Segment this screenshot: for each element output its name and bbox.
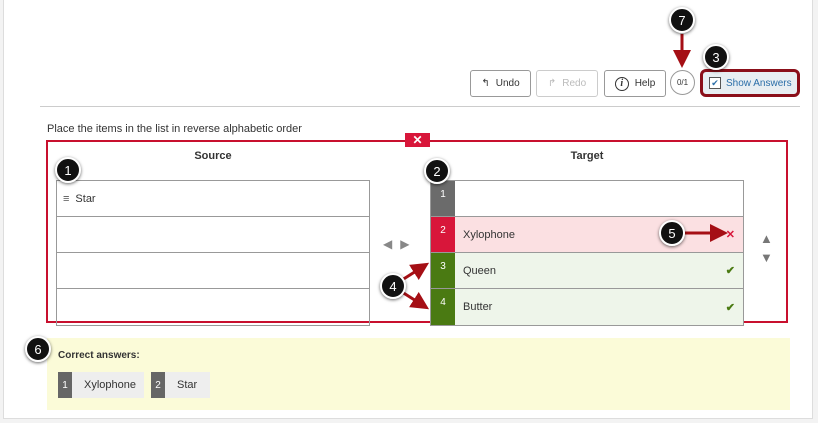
target-row[interactable]: 1 — [431, 181, 743, 217]
callout-3: 3 — [703, 44, 729, 70]
correct-answer-chip: 2 Star — [151, 372, 210, 398]
incorrect-indicator-icon: ✕ — [405, 133, 430, 147]
callout-7: 7 — [669, 7, 695, 33]
target-header: Target — [570, 150, 604, 162]
callout-6: 6 — [25, 336, 51, 362]
arrow-4b — [401, 290, 430, 310]
instruction-text: Place the items in the list in reverse a… — [47, 123, 302, 135]
correct-answer-chip: 1 Xylophone — [58, 372, 144, 398]
drag-handle-icon[interactable]: ≡ — [63, 192, 70, 205]
score-badge: 0/1 — [670, 70, 695, 95]
redo-icon: ↱ — [547, 78, 557, 89]
source-list: ≡ Star — [56, 180, 370, 326]
row-number: 2 — [431, 217, 455, 252]
row-number: 3 — [431, 253, 455, 288]
reorder-arrows: ▲ ▼ — [760, 229, 773, 267]
incorrect-icon: ✕ — [725, 229, 735, 241]
move-left-icon[interactable]: ◀ — [383, 237, 401, 251]
divider — [40, 106, 800, 107]
source-slot — [57, 217, 369, 253]
source-slot — [57, 253, 369, 289]
callout-2: 2 — [424, 158, 450, 184]
arrow-4a — [401, 262, 430, 282]
source-header: Source — [194, 150, 232, 162]
target-row-correct[interactable]: 4 Butter ✔ — [431, 289, 743, 325]
correct-icon: ✔ — [725, 265, 735, 277]
show-answers-toggle[interactable]: ✔ Show Answers — [700, 69, 800, 97]
move-up-icon[interactable]: ▲ — [760, 231, 773, 246]
callout-5: 5 — [659, 220, 685, 246]
checkbox-checked-icon[interactable]: ✔ — [709, 77, 721, 89]
move-arrows: ◀▶ — [383, 237, 417, 251]
move-right-icon[interactable]: ▶ — [400, 237, 418, 251]
info-icon: i — [614, 76, 629, 91]
callout-4: 4 — [380, 273, 406, 299]
callout-1: 1 — [55, 157, 81, 183]
redo-button[interactable]: ↱ Redo — [536, 70, 598, 97]
row-number: 1 — [431, 181, 455, 216]
undo-button[interactable]: ↰ Undo — [470, 70, 531, 97]
row-number: 4 — [431, 289, 455, 325]
target-row-correct[interactable]: 3 Queen ✔ — [431, 253, 743, 289]
target-row-incorrect[interactable]: 2 Xylophone ✕ — [431, 217, 743, 253]
correct-icon: ✔ — [725, 301, 735, 314]
target-list: 1 2 Xylophone ✕ 3 Queen ✔ 4 Butter ✔ — [430, 180, 744, 326]
undo-icon: ↰ — [481, 78, 490, 89]
help-button[interactable]: i Help — [604, 70, 666, 97]
source-item[interactable]: ≡ Star — [57, 181, 369, 217]
correct-answers-title: Correct answers: — [58, 350, 140, 361]
move-down-icon[interactable]: ▼ — [760, 250, 773, 265]
